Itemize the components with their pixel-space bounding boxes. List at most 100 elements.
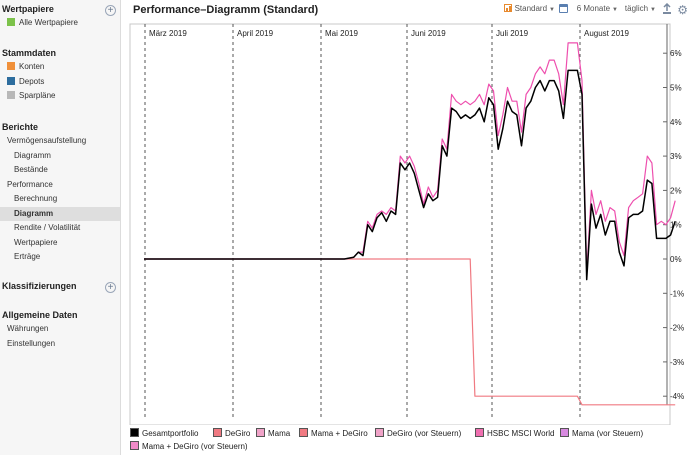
calendar-icon[interactable] (559, 4, 568, 15)
sidebar-item-vermögensaufstellung[interactable]: Vermögensaufstellung (0, 134, 120, 148)
interval-select-label: täglich (624, 4, 649, 13)
legend-item[interactable]: DeGiro (213, 428, 250, 438)
sidebar-item-konten[interactable]: Konten (0, 60, 120, 74)
period-select[interactable]: 6 Monate ▼ (577, 4, 618, 13)
legend-swatch (213, 428, 222, 437)
legend-label: Mama (vor Steuern) (572, 429, 644, 438)
sidebar-item-label: Einstellungen (7, 338, 56, 348)
y-tick-label: 1% (670, 221, 682, 230)
x-tick-label: August 2019 (584, 29, 629, 38)
sidebar-item-label: Diagramm (14, 208, 54, 218)
y-tick-label: -3% (670, 358, 684, 367)
series-line-2 (144, 42, 676, 274)
legend-swatch (256, 428, 265, 437)
sidebar-item-label: Rendite / Volatilität (14, 223, 81, 232)
sidebar-item-label: Diagramm (14, 150, 51, 160)
sidebar-item-erträge[interactable]: Erträge (0, 250, 120, 264)
sidebar-item-label: Alle Wertpapiere (19, 18, 78, 27)
legend-item[interactable]: Mama (256, 428, 290, 438)
legend-item[interactable]: HSBC MSCI World (475, 428, 554, 438)
legend-swatch (375, 428, 384, 437)
y-tick-label: 4% (670, 118, 682, 127)
series-line-1 (144, 258, 676, 406)
sidebar-item-depots[interactable]: Depots (0, 75, 120, 89)
sidebar-item-diagramm[interactable]: Diagramm (0, 149, 120, 163)
legend-label: HSBC MSCI World (487, 429, 555, 438)
folder-icon (7, 18, 15, 26)
sidebar-item-label: Bestände (14, 165, 48, 174)
x-tick-label: Mai 2019 (325, 29, 358, 38)
sidebar-item-label: Währungen (7, 324, 49, 333)
sidebar-item-label: Wertpapiere (14, 237, 58, 247)
legend-swatch (560, 428, 569, 437)
sidebar-item-währungen[interactable]: Währungen (0, 322, 120, 336)
plot-frame (129, 23, 671, 425)
performance-chart: März 2019 April 2019 Mai 2019 Juni 2019 Juli… (129, 23, 684, 425)
y-tick-label: -4% (670, 392, 684, 401)
chart-icon (503, 4, 512, 12)
y-tick-label: -2% (670, 324, 684, 333)
chevron-down-icon: ▼ (549, 7, 555, 13)
sidebar-item-alle-wertpapiere[interactable]: Alle Wertpapiere (0, 16, 120, 30)
sidebar-item-rendite-volatilität[interactable]: Rendite / Volatilität (0, 221, 120, 235)
section-header: Allgemeine Daten (2, 310, 78, 320)
legend-label: DeGiro (225, 429, 251, 438)
sidebar-item-label: Performance (7, 179, 53, 189)
legend-item[interactable]: Mama (vor Steuern) (560, 428, 643, 438)
legend-label: Mama (268, 429, 291, 438)
view-select-label: Standard (514, 4, 548, 13)
series-line-0 (144, 69, 676, 281)
legend-item[interactable]: DeGiro (vor Steuern) (375, 428, 461, 438)
legend-swatch (299, 428, 308, 437)
legend-item[interactable]: Mama + DeGiro (vor Steuern) (130, 441, 248, 451)
add-icon[interactable]: + (105, 5, 116, 16)
legend-swatch (130, 441, 139, 450)
sidebar-item-label: Konten (19, 62, 45, 71)
x-tick-label: Juli 2019 (496, 29, 529, 38)
legend-label: Gesamtportfolio (142, 429, 199, 438)
sidebar-item-diagramm[interactable]: Diagramm (0, 206, 120, 221)
main-area: Performance–Diagramm (Standard) Standard… (122, 0, 690, 455)
sidebar-item-sparpläne[interactable]: Sparpläne (0, 89, 120, 103)
legend-label: DeGiro (vor Steuern) (387, 429, 462, 438)
section-header: Berichte (2, 122, 39, 132)
export-icon[interactable] (662, 2, 672, 17)
sidebar-item-einstellungen[interactable]: Einstellungen (0, 337, 120, 351)
folder-icon (7, 76, 15, 85)
sidebar-item-berechnung[interactable]: Berechnung (0, 192, 120, 206)
legend-swatch (475, 428, 484, 437)
folder-icon (7, 91, 15, 99)
sidebar: Wertpapiere + Alle Wertpapiere Stammdaten Ko… (0, 0, 121, 455)
section-header: Klassifizierungen (2, 281, 77, 291)
sidebar-item-wertpapiere[interactable]: Wertpapiere (0, 236, 120, 250)
sidebar-item-label: Erträge (14, 252, 41, 261)
legend-swatch (130, 428, 139, 437)
x-tick-label: Juni 2019 (411, 29, 446, 38)
legend-item[interactable]: Gesamtportfolio (130, 428, 198, 438)
add-icon[interactable]: + (105, 282, 116, 293)
y-tick-label: 5% (670, 84, 682, 93)
legend-label: Mama + DeGiro (vor Steuern) (142, 442, 248, 451)
legend-label: Mama + DeGiro (311, 429, 368, 438)
y-tick-label: -1% (670, 289, 684, 298)
sidebar-item-label: Vermögensaufstellung (7, 136, 87, 145)
y-tick-label: 2% (670, 186, 682, 195)
y-tick-label: 6% (670, 49, 682, 58)
sidebar-item-bestände[interactable]: Bestände (0, 163, 120, 177)
legend-item[interactable]: Mama + DeGiro (299, 428, 368, 438)
folder-icon (7, 62, 15, 70)
sidebar-item-label: Depots (19, 76, 45, 86)
x-tick-label: März 2019 (149, 29, 187, 38)
gear-icon[interactable]: ⚙ (677, 3, 688, 17)
sidebar-item-label: Sparpläne (19, 91, 56, 100)
sidebar-item-label: Berechnung (14, 194, 58, 203)
section-header: Stammdaten (2, 48, 57, 58)
period-select-label: 6 Monate (576, 4, 611, 13)
interval-select[interactable]: täglich ▼ (625, 4, 656, 13)
y-tick-label: 3% (670, 152, 682, 161)
view-select[interactable]: Standard ▼ (503, 4, 555, 13)
chevron-down-icon: ▼ (650, 7, 656, 13)
page-title: Performance–Diagramm (Standard) (133, 4, 319, 16)
section-header: Wertpapiere (2, 4, 54, 14)
sidebar-item-performance[interactable]: Performance (0, 178, 120, 192)
